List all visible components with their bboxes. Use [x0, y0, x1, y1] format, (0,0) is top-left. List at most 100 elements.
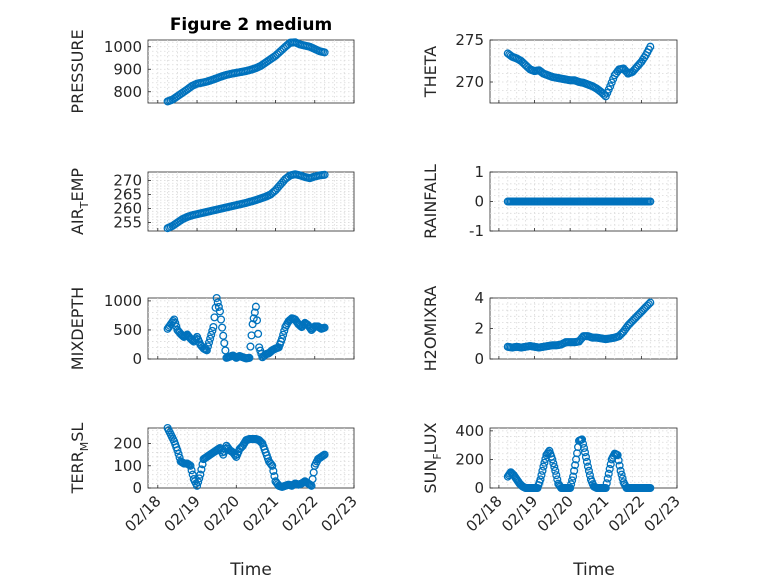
y-axis-label: AIRTEMP [68, 168, 91, 235]
data-point [580, 448, 590, 457]
data-point-interp [220, 339, 229, 348]
x-axis-label-right: Time [572, 560, 615, 580]
data-point [606, 82, 615, 91]
data-point-interp [571, 461, 580, 470]
y-tick-label: 0 [132, 479, 142, 497]
data-point-interp [537, 471, 546, 480]
x-tick-label: 02/19 [161, 492, 204, 535]
data-point-interp [603, 474, 612, 483]
data-point [251, 302, 260, 311]
y-tick-label: 265 [113, 185, 142, 203]
data-point-interp [549, 459, 558, 468]
data-point-interp [570, 466, 579, 475]
data-point-interp [194, 478, 203, 487]
data-point-interp [216, 315, 226, 324]
data-point [646, 42, 655, 51]
x-tick-label: 02/21 [239, 492, 282, 535]
y-tick-label: 1 [474, 163, 484, 181]
y-tick-label: 1000 [104, 38, 142, 56]
x-tick-label: 02/23 [641, 492, 684, 535]
data-point [219, 331, 228, 340]
data-point-interp [614, 456, 623, 465]
panel-mixdepth: 0 500 1000 MIXDEPTH [68, 287, 355, 370]
data-point [583, 462, 593, 471]
data-point [604, 469, 613, 478]
panel-h2omixra: 0 2 4 H2OMIXRA [421, 286, 678, 372]
data-point-interp [279, 330, 288, 339]
data-point [646, 298, 655, 307]
data-point-interp [644, 300, 653, 309]
data-point [278, 334, 287, 343]
data-point [646, 197, 655, 206]
x-tick-label: 02/22 [278, 492, 321, 535]
data-point-interp [584, 466, 593, 475]
data-point [613, 451, 622, 460]
data-point-interp [171, 318, 180, 328]
data-point-interp [567, 480, 576, 489]
y-axis-label: H2OMIXRA [421, 286, 440, 372]
data-point [646, 483, 655, 493]
y-tick-label: 100 [113, 457, 142, 475]
data-point-interp [568, 476, 577, 485]
y-tick-label: 1000 [104, 292, 142, 310]
data-point-interp [203, 342, 212, 351]
y-tick-label: 0 [132, 350, 142, 368]
data-point [196, 470, 205, 479]
y-tick-label: 255 [113, 214, 142, 232]
data-point [186, 461, 195, 470]
y-axis-label: RAINFALL [421, 164, 440, 239]
data-point [536, 475, 545, 484]
data-point-interp [579, 443, 589, 453]
x-tick-label: 02/18 [121, 492, 164, 535]
data-point-interp [218, 323, 227, 332]
data-point [320, 170, 329, 179]
data-point-interp [254, 329, 263, 338]
y-tick-label: 400 [455, 422, 484, 440]
data-point-interp [540, 458, 549, 467]
data-point [268, 461, 277, 470]
data-point [212, 293, 221, 303]
data-point-interp [174, 449, 183, 458]
data-point-interp [257, 438, 266, 447]
panel-theta: 270 275 THETA [421, 31, 678, 104]
y-tick-label: 270 [455, 73, 484, 91]
data-point-interp [250, 308, 259, 317]
y-tick-label: 0 [474, 193, 484, 211]
data-point [245, 353, 254, 362]
y-tick-label: 900 [113, 60, 142, 78]
data-point [320, 48, 329, 57]
data-point [320, 323, 329, 332]
y-tick-label: 500 [113, 321, 142, 339]
x-tick-label: 02/21 [569, 492, 612, 535]
y-axis-label: PRESSURE [68, 29, 87, 113]
panel-rainfall: -1 0 1 RAINFALL [421, 163, 678, 240]
data-point-interp [615, 461, 624, 470]
data-point [566, 483, 575, 493]
data-point [320, 450, 329, 459]
data-point-interp [197, 465, 206, 474]
data-point [601, 483, 610, 493]
data-point [539, 462, 548, 471]
y-tick-label: 270 [113, 171, 142, 189]
data-point [192, 481, 202, 490]
data-point [206, 334, 215, 343]
data-point [569, 472, 578, 481]
data-point-interp [221, 346, 230, 355]
data-point [173, 446, 182, 455]
data-point [577, 435, 587, 444]
data-point-interp [172, 322, 181, 331]
x-tick-label: 02/23 [318, 492, 361, 535]
figure-title: Figure 2 medium [170, 15, 332, 35]
y-tick-label: 0 [474, 479, 484, 497]
data-point-interp [213, 298, 222, 307]
y-tick-label: 4 [474, 289, 484, 307]
y-tick-label: -1 [469, 222, 484, 240]
data-point-interp [582, 457, 592, 466]
data-point-interp [550, 462, 559, 472]
data-point-interp [246, 342, 255, 351]
data-point [209, 322, 218, 332]
